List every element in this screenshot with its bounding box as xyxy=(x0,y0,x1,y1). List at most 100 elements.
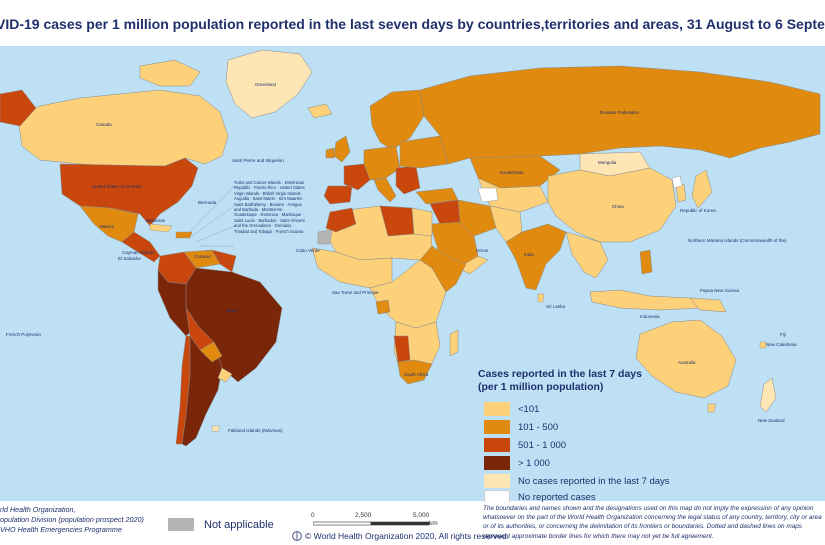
region-cuba xyxy=(149,223,173,233)
legend-item: > 1 000 xyxy=(484,456,550,470)
legend-swatch xyxy=(484,456,510,470)
legend-label: No reported cases xyxy=(518,491,596,503)
region-france xyxy=(343,163,371,191)
region-spain xyxy=(323,185,353,205)
region-western-sahara xyxy=(317,229,333,245)
caribbean-callouts: Turks and Caicos Islands · Dominican Rep… xyxy=(234,180,305,234)
caribbean-list: Turks and Caicos Islands · Dominican Rep… xyxy=(234,180,305,234)
region-se-asia xyxy=(565,231,609,279)
label-india: India xyxy=(524,252,534,257)
region-philippines xyxy=(639,249,653,275)
scale-graphic xyxy=(313,521,430,526)
legend-title-line2: (per 1 million population) xyxy=(478,381,604,393)
label-china: China xyxy=(612,204,624,209)
footer: rld Health Organization, opulation Divis… xyxy=(0,502,825,545)
label-sao-tome: Sao Tome and Principe xyxy=(332,290,379,295)
region-india xyxy=(505,223,567,291)
label-oman: Oman xyxy=(476,248,489,253)
label-rep-korea: Republic of Korea xyxy=(680,208,716,213)
region-oman-yemen xyxy=(457,255,489,275)
region-uk xyxy=(333,135,351,163)
source-line-3: VHO Health Emergencies Programme xyxy=(0,525,122,534)
region-new-zealand xyxy=(759,377,777,413)
region-paraguay xyxy=(199,341,223,363)
disclaimer: The boundaries and names shown and the d… xyxy=(483,505,822,540)
legend-swatch xyxy=(484,474,510,488)
not-applicable-key: Not applicable xyxy=(168,518,274,531)
scale-bar: 0 2,500 5,000 km xyxy=(305,512,445,532)
label-saint-pierre: Saint Pierre and Miquelon xyxy=(232,158,284,163)
legend-item: No cases reported in the last 7 days xyxy=(484,474,670,488)
label-australia: Australia xyxy=(678,360,696,365)
label-cabo-verde: Cabo Verde xyxy=(296,248,320,253)
region-uruguay xyxy=(217,367,233,383)
region-south-africa xyxy=(397,359,433,385)
region-ireland xyxy=(325,147,335,159)
label-cayman: Cayman Islands xyxy=(122,250,155,255)
region-greenland xyxy=(225,49,313,119)
world-map: Greenland Canada United States of Americ… xyxy=(0,46,825,501)
region-japan xyxy=(691,169,713,209)
region-hispaniola xyxy=(175,231,193,239)
region-east-africa xyxy=(419,245,467,293)
label-fiji: Fiji xyxy=(780,332,786,337)
region-namibia xyxy=(393,335,411,363)
region-sri-lanka xyxy=(537,293,545,303)
data-source: rld Health Organization, opulation Divis… xyxy=(0,505,144,535)
legend-item: 101 - 500 xyxy=(484,420,558,434)
copyright-row: © World Health Organization 2020, All ri… xyxy=(292,531,509,541)
label-mongolia: Mongolia xyxy=(598,160,617,165)
label-curacao: Curacao xyxy=(194,254,212,259)
legend-swatch xyxy=(484,420,510,434)
legend: Cases reported in the last 7 days (per 1… xyxy=(478,368,693,504)
world-map-svg: Greenland Canada United States of Americ… xyxy=(0,46,825,501)
region-papua xyxy=(689,297,727,313)
region-dprk xyxy=(671,175,683,189)
region-turkmenistan xyxy=(477,187,499,203)
label-new-caledonia: New Caledonia xyxy=(766,342,797,347)
label-falkland: Falkland Islands (Malvinas) xyxy=(228,428,283,433)
label-brazil: Brazil xyxy=(226,308,237,313)
label-canada: Canada xyxy=(96,122,112,127)
label-new-zealand: New Zealand xyxy=(758,418,785,423)
legend-item: <101 xyxy=(484,402,539,416)
region-morocco xyxy=(325,207,357,233)
source-line-2: opulation Division (population prospect … xyxy=(0,515,144,524)
label-french-polynesia: French Polynesia xyxy=(6,332,41,337)
scale-tick: 5,000 xyxy=(413,512,430,519)
region-madagascar xyxy=(449,329,459,357)
legend-item: 501 - 1 000 xyxy=(484,438,566,452)
region-tasmania xyxy=(707,403,717,413)
source-line-1: rld Health Organization, xyxy=(0,505,76,514)
region-iceland xyxy=(307,103,333,119)
region-new-caledonia xyxy=(759,341,767,349)
region-egypt xyxy=(411,207,433,237)
callout-lines xyxy=(189,185,235,267)
label-sri-lanka: Sri Lanka xyxy=(546,304,566,309)
label-usa: United States of America xyxy=(92,184,142,189)
scale-tick: 0 xyxy=(311,512,315,519)
region-china xyxy=(547,167,677,243)
not-applicable-label: Not applicable xyxy=(204,518,274,531)
legend-swatch xyxy=(484,438,510,452)
legend-label: No cases reported in the last 7 days xyxy=(518,475,670,487)
region-canada xyxy=(17,89,229,167)
copyright-text: © World Health Organization 2020, All ri… xyxy=(305,531,510,541)
label-mexico: Mexico xyxy=(100,224,115,229)
label-greenland: Greenland xyxy=(255,82,277,87)
label-el-salvador: El Salvador xyxy=(118,256,142,261)
label-n-mariana: Northern Mariana Islands (Commonwealth o… xyxy=(688,238,787,243)
legend-label: > 1 000 xyxy=(518,457,550,469)
region-canada-arctic xyxy=(139,59,201,87)
region-australia xyxy=(635,319,737,399)
scale-tick: 2,500 xyxy=(355,512,372,519)
label-bahamas: Bahamas xyxy=(146,218,166,223)
legend-label: 101 - 500 xyxy=(518,421,559,433)
region-falkland xyxy=(211,425,221,433)
legend-label: 501 - 1 000 xyxy=(518,439,567,451)
label-russia: Russian Federation xyxy=(600,110,640,115)
label-bermuda: Bermuda xyxy=(198,200,217,205)
not-applicable-swatch xyxy=(168,518,194,531)
legend-label: <101 xyxy=(518,403,540,415)
region-gabon xyxy=(375,299,391,315)
